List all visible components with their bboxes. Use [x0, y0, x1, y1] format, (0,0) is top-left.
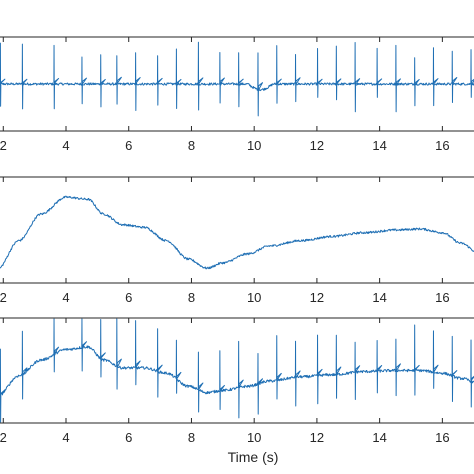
panel-top: 2 4 6 8 10 12 14 16 [0, 36, 474, 153]
x-tick-label: 8 [188, 430, 195, 445]
signal-trace [0, 41, 474, 117]
x-tick-label: 8 [188, 290, 195, 305]
x-tick-label: 2 [0, 290, 7, 305]
x-tick-label: 2 [0, 138, 7, 153]
x-tick-label: 10 [247, 290, 261, 305]
x-tick-label: 4 [62, 290, 69, 305]
x-tick-label: 12 [310, 138, 324, 153]
plot-frame [0, 36, 474, 132]
x-tick-label: 2 [0, 430, 7, 445]
x-tick-label: 12 [310, 290, 324, 305]
x-axis-label: Time (s) [228, 449, 279, 465]
x-tick-label: 8 [188, 138, 195, 153]
x-tick-label: 6 [125, 138, 132, 153]
x-tick-label: 4 [62, 138, 69, 153]
panel-middle: 2 4 6 8 10 12 14 16 [0, 176, 474, 305]
panel-bottom: 2 4 6 8 10 12 14 16 [0, 317, 474, 445]
x-tick-label: 10 [247, 430, 261, 445]
x-tick-label: 10 [247, 138, 261, 153]
x-tick-label: 6 [125, 290, 132, 305]
x-tick-label: 14 [372, 138, 386, 153]
signal-trace [0, 318, 474, 423]
x-tick-label: 16 [435, 138, 449, 153]
x-tick-label: 14 [372, 290, 386, 305]
plot-frame [0, 176, 474, 284]
x-tick-label: 16 [435, 430, 449, 445]
plot-frame [0, 317, 474, 424]
x-tick-label: 6 [125, 430, 132, 445]
x-tick-label: 12 [310, 430, 324, 445]
x-tick-label: 16 [435, 290, 449, 305]
x-tick-label: 14 [372, 430, 386, 445]
signal-trace [0, 195, 474, 270]
x-tick-label: 4 [62, 430, 69, 445]
